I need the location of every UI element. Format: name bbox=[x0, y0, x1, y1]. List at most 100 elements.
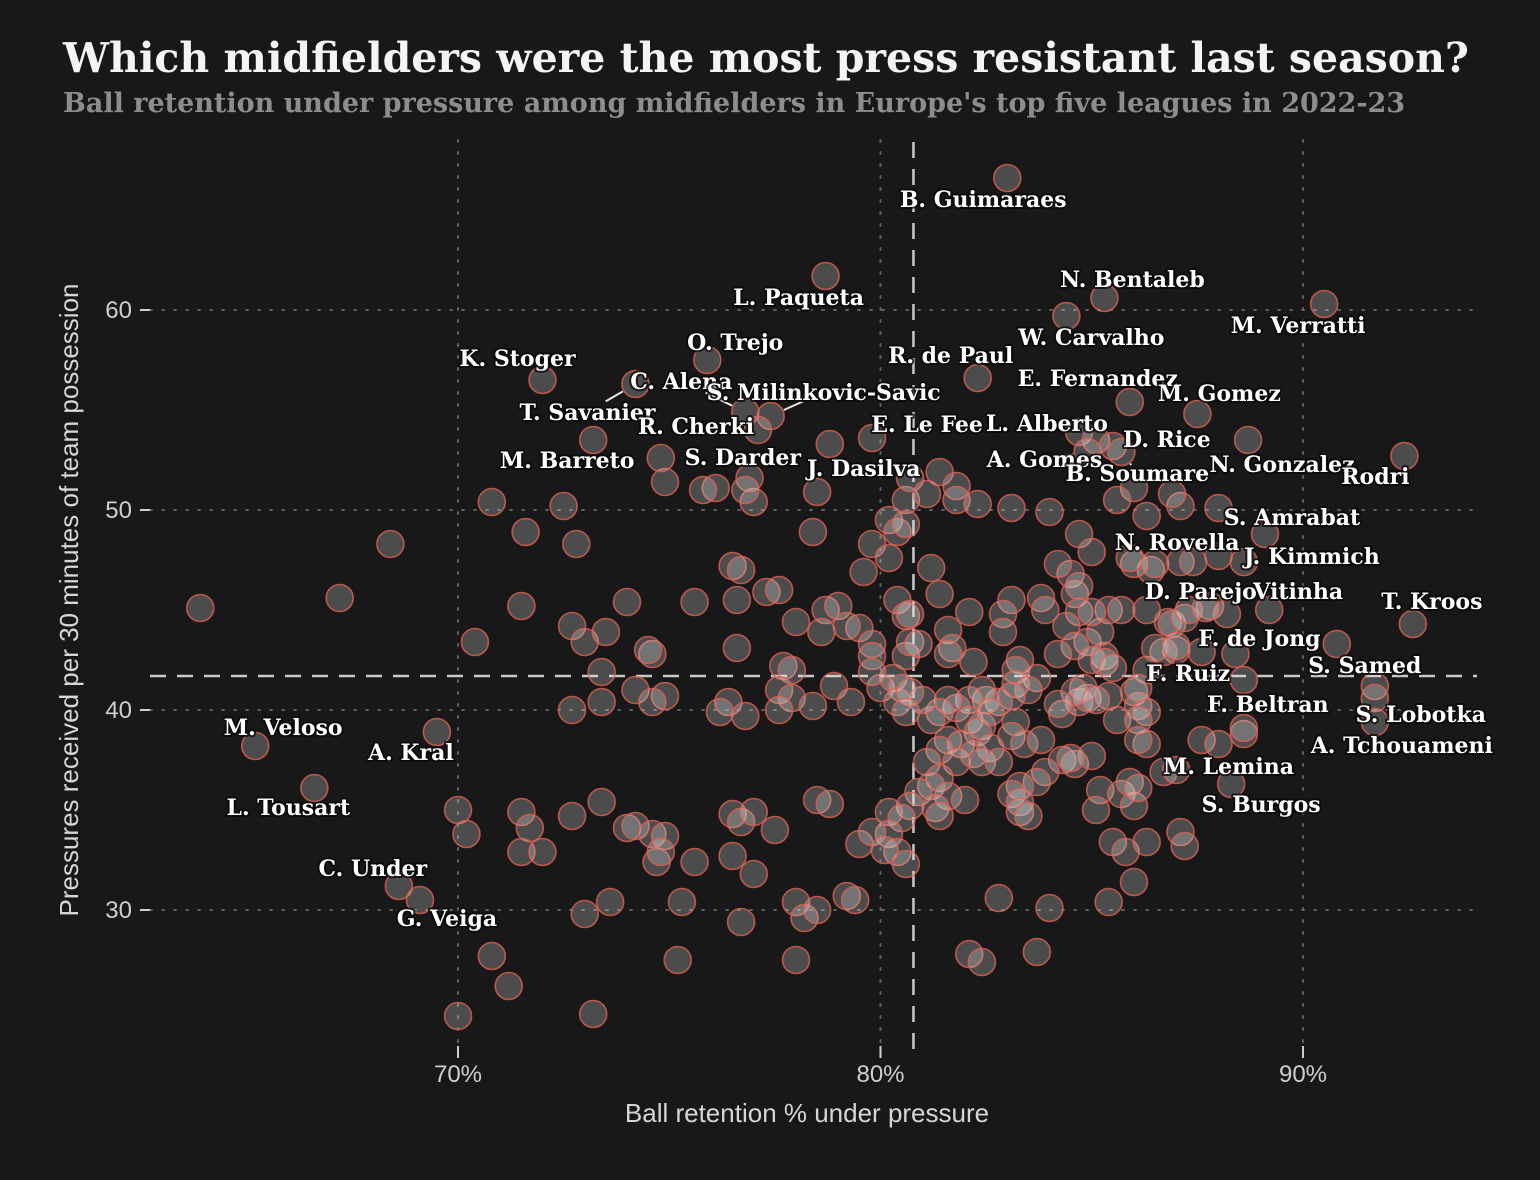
data-point bbox=[1157, 479, 1187, 509]
player-label: S. Milinkovic-Savic bbox=[707, 380, 941, 406]
data-point bbox=[570, 899, 600, 929]
data-point-labeled bbox=[1229, 547, 1259, 577]
data-point bbox=[722, 633, 752, 663]
data-point bbox=[1119, 867, 1149, 897]
data-point bbox=[798, 691, 828, 721]
data-point bbox=[587, 657, 616, 687]
data-point bbox=[688, 475, 718, 505]
data-point bbox=[730, 475, 760, 505]
data-point bbox=[578, 999, 608, 1029]
data-point-labeled bbox=[240, 731, 270, 761]
data-point bbox=[997, 779, 1026, 809]
data-point bbox=[680, 587, 709, 617]
data-point bbox=[511, 517, 540, 547]
data-point bbox=[1102, 705, 1132, 735]
data-point-labeled bbox=[1183, 399, 1212, 429]
data-point bbox=[1187, 725, 1216, 755]
player-label: L. Paqueta bbox=[733, 285, 864, 311]
data-point bbox=[1081, 795, 1111, 825]
data-point bbox=[781, 607, 811, 637]
data-point bbox=[1043, 639, 1073, 669]
data-point bbox=[802, 895, 832, 925]
data-point bbox=[1119, 473, 1149, 503]
data-point bbox=[1204, 493, 1233, 523]
data-point bbox=[1009, 729, 1039, 759]
data-point bbox=[891, 485, 921, 515]
player-labels: B. Guimaraes L. Paqueta N. Bentaleb M. Verr… bbox=[222, 185, 1495, 934]
data-point bbox=[764, 575, 794, 605]
data-point bbox=[739, 797, 769, 827]
data-point-labeled bbox=[300, 773, 329, 803]
data-point bbox=[663, 945, 693, 975]
data-point bbox=[735, 463, 764, 493]
data-point bbox=[507, 837, 536, 867]
data-point-labeled bbox=[1322, 629, 1352, 659]
data-point-labeled bbox=[1229, 665, 1259, 695]
data-point bbox=[460, 627, 490, 657]
leader-lines bbox=[605, 390, 1133, 466]
data-point bbox=[967, 747, 997, 777]
gridlines bbox=[149, 139, 1478, 1045]
data-point-labeled bbox=[692, 345, 722, 375]
data-point bbox=[1035, 497, 1064, 527]
data-point-labeled bbox=[405, 885, 435, 915]
data-point-labeled bbox=[1178, 547, 1208, 577]
data-point bbox=[650, 467, 680, 497]
player-label: M. Veloso bbox=[224, 715, 343, 741]
data-point-labeled bbox=[1204, 729, 1233, 759]
page-title: Which midfielders were the most press re… bbox=[62, 34, 1469, 82]
y-tick-label: 60 bbox=[105, 297, 132, 324]
data-point bbox=[988, 617, 1018, 647]
player-label: M. Gomez bbox=[1158, 381, 1281, 407]
data-point bbox=[638, 639, 667, 669]
leader-line bbox=[1129, 462, 1133, 466]
data-point bbox=[1081, 685, 1111, 715]
player-label: B. Soumare bbox=[1066, 461, 1210, 487]
data-point bbox=[185, 593, 215, 623]
data-point bbox=[764, 695, 794, 725]
data-point bbox=[1360, 671, 1390, 701]
player-label: M. Verratti bbox=[1231, 313, 1366, 339]
data-point bbox=[1043, 549, 1073, 579]
player-label: K. Stoger bbox=[459, 346, 576, 372]
data-point bbox=[802, 477, 832, 507]
data-point bbox=[976, 733, 1005, 763]
data-point bbox=[1132, 827, 1161, 857]
data-point bbox=[1161, 755, 1191, 785]
data-point bbox=[1077, 741, 1107, 771]
data-point-labeled bbox=[743, 415, 773, 445]
data-point bbox=[1132, 501, 1161, 531]
x-axis-title: Ball retention % under pressure bbox=[625, 1098, 989, 1128]
x-tick-label: 70% bbox=[434, 1061, 482, 1088]
leader-line bbox=[605, 390, 624, 403]
data-point bbox=[507, 797, 536, 827]
data-point bbox=[1102, 485, 1132, 515]
data-point bbox=[954, 597, 984, 627]
data-point-labeled bbox=[422, 717, 452, 747]
data-point bbox=[1161, 631, 1191, 661]
data-point bbox=[933, 639, 963, 669]
data-point bbox=[1229, 719, 1259, 749]
data-point bbox=[925, 579, 954, 609]
data-point bbox=[621, 675, 650, 705]
data-point bbox=[1132, 655, 1161, 685]
data-point-labeled bbox=[621, 369, 650, 399]
data-point bbox=[807, 617, 836, 647]
average-lines bbox=[150, 142, 1477, 1058]
data-point bbox=[925, 457, 954, 487]
data-point bbox=[840, 885, 870, 915]
data-point bbox=[1212, 599, 1242, 629]
data-point bbox=[443, 1001, 473, 1031]
data-point bbox=[528, 837, 557, 867]
page-subtitle: Ball retention under pressure among midf… bbox=[63, 88, 1405, 119]
player-label: N. Rovella bbox=[1115, 530, 1240, 556]
data-point bbox=[933, 615, 963, 645]
data-point bbox=[452, 819, 481, 849]
player-label: O. Trejo bbox=[687, 330, 783, 356]
data-point bbox=[1030, 595, 1060, 625]
player-label: C. Under bbox=[319, 856, 428, 882]
y-tick-label: 40 bbox=[105, 697, 132, 724]
data-point bbox=[1111, 837, 1140, 867]
